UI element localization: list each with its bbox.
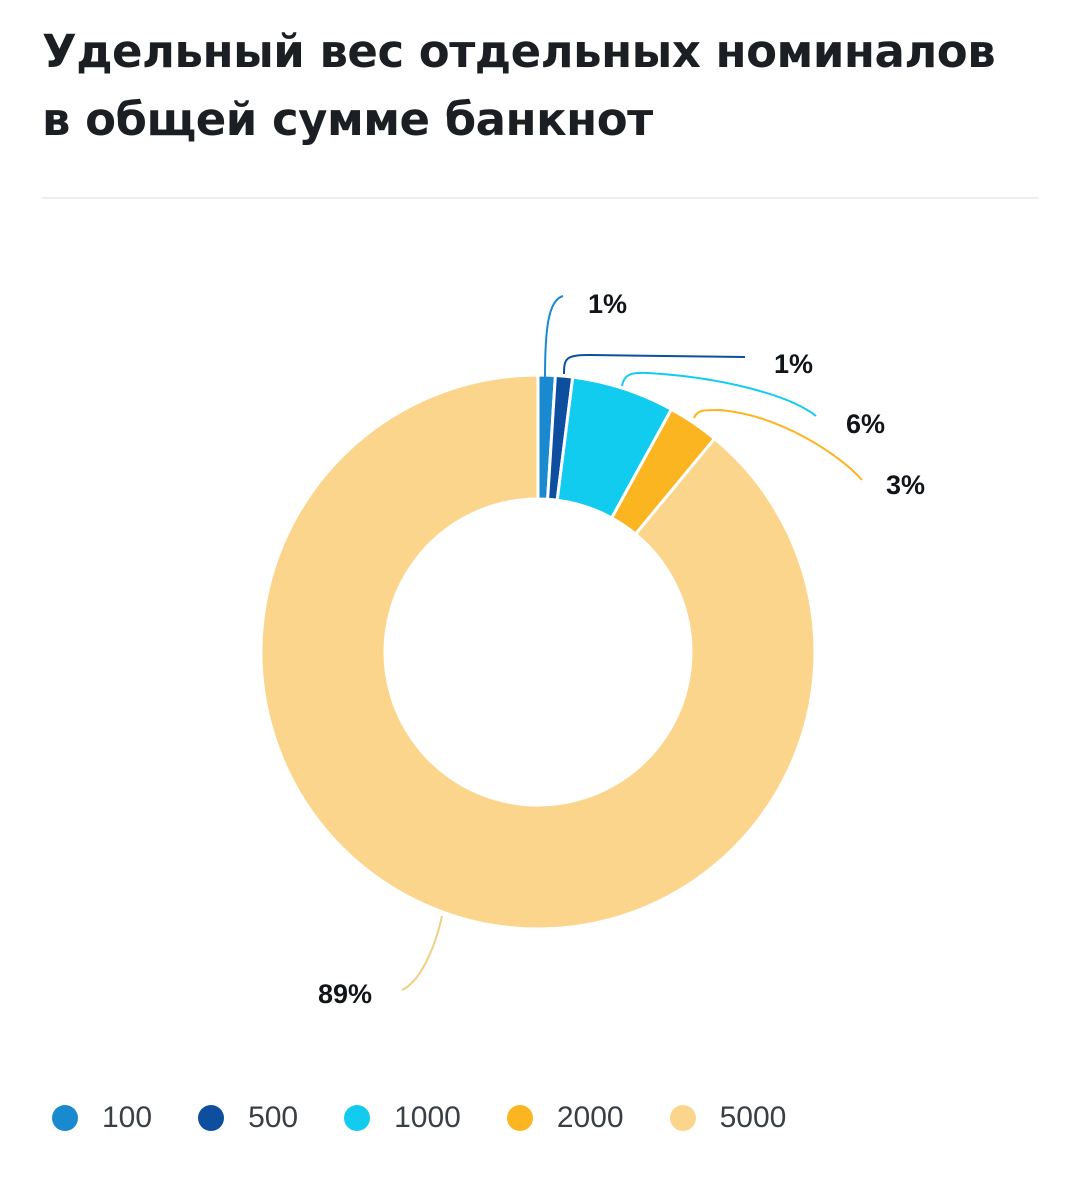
title-divider: [42, 197, 1038, 199]
legend-item-5000: 5000: [669, 1101, 787, 1135]
legend-label-5000: 5000: [719, 1101, 787, 1134]
chart-legend: 100 500 1000 2000 5000: [52, 1096, 832, 1140]
data-label-1000: 6%: [846, 409, 885, 439]
legend-label-500: 500: [248, 1101, 299, 1134]
data-label-100: 1%: [588, 289, 627, 319]
legend-item-1000: 1000: [344, 1101, 461, 1135]
leader-line-5000: [401, 915, 443, 991]
donut-slice-5000: [259, 373, 817, 931]
legend-dot-5000: [669, 1105, 696, 1131]
chart-title-line-1: Удельный вес отдельных номиналов: [42, 25, 996, 78]
legend-dot-2000: [506, 1105, 533, 1131]
chart-title-line-2: в общей сумме банкнот: [42, 93, 653, 146]
leader-line-100: [544, 295, 564, 379]
data-label-500: 1%: [774, 349, 813, 379]
legend-dot-100: [52, 1105, 78, 1131]
leader-line-1000: [621, 371, 817, 417]
chart-title: Удельный вес отдельных номиналов в общей…: [42, 18, 1042, 154]
legend-item-500: 500: [198, 1101, 298, 1135]
legend-label-100: 100: [102, 1101, 153, 1134]
legend-item-2000: 2000: [506, 1101, 624, 1135]
legend-dot-1000: [344, 1105, 371, 1131]
leader-line-500: [563, 353, 746, 375]
data-label-2000: 3%: [886, 470, 925, 500]
legend-label-1000: 1000: [394, 1101, 461, 1134]
legend-dot-500: [198, 1105, 225, 1131]
data-label-5000: 89%: [318, 979, 372, 1009]
legend-label-2000: 2000: [556, 1101, 624, 1134]
leader-line-2000: [693, 408, 863, 481]
legend-item-100: 100: [52, 1101, 152, 1135]
